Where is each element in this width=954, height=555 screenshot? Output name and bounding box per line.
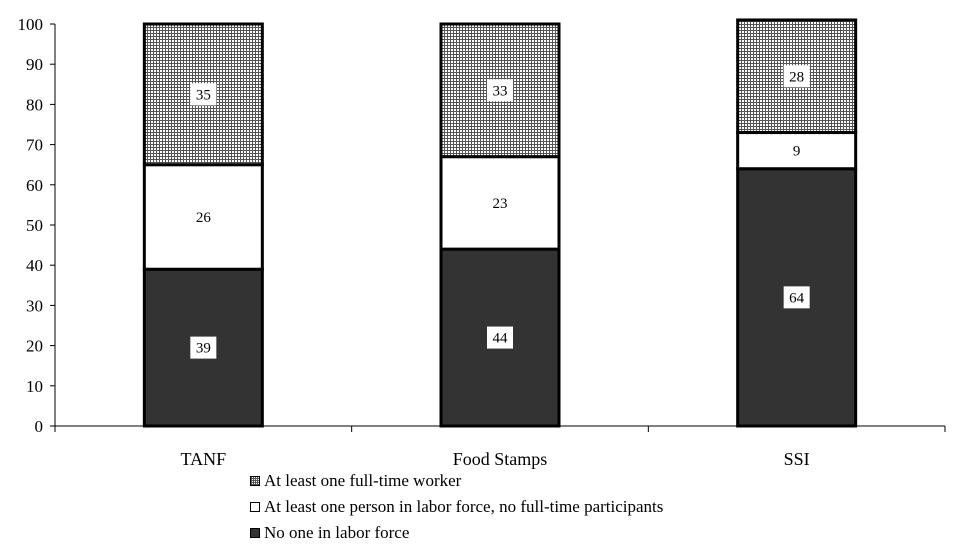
legend-swatch-dark (250, 528, 260, 538)
data-label-box (783, 65, 810, 88)
bar-segment (439, 22, 561, 159)
data-label: 9 (793, 144, 801, 160)
data-label: 64 (789, 290, 805, 306)
axes: 0 10 20 30 40 50 60 70 80 90 100 TANF Food Stamps SSI (18, 15, 946, 469)
x-tick-label: Food Stamps (453, 449, 548, 469)
data-label: 33 (493, 83, 508, 99)
y-tick-label: 20 (26, 337, 43, 356)
y-tick-label: 100 (18, 15, 44, 34)
data-label-box (783, 286, 810, 309)
legend-item-labor-force-no-full-time: At least one person in labor force, no f… (250, 494, 663, 520)
data-label: 44 (493, 331, 509, 347)
data-label-box (487, 191, 513, 214)
data-label-box (487, 326, 513, 349)
x-tick-label: SSI (784, 449, 810, 469)
data-labels: 39 26 35 44 23 33 64 9 28 (190, 65, 810, 359)
legend-swatch-white (250, 502, 260, 512)
legend-label: No one in labor force (264, 523, 410, 542)
data-label: 35 (196, 87, 211, 103)
data-label: 23 (493, 196, 508, 212)
legend-swatch-grid (250, 476, 260, 486)
y-tick-label: 30 (26, 296, 43, 315)
y-tick-label: 10 (26, 377, 43, 396)
y-tick-label: 90 (26, 55, 43, 74)
x-tick-label: TANF (181, 449, 227, 469)
data-label: 26 (196, 210, 212, 226)
legend-label: At least one person in labor force, no f… (264, 497, 664, 516)
data-label: 39 (196, 341, 211, 357)
data-label-box (788, 139, 806, 162)
legend-item-full-time-worker: At least one full-time worker (250, 468, 663, 494)
y-tick-label: 70 (26, 136, 43, 155)
y-tick-label: 50 (26, 216, 43, 235)
legend: At least one full-time worker At least o… (250, 468, 663, 546)
y-tick-label: 80 (26, 95, 43, 114)
data-label-box (190, 336, 217, 359)
data-label: 28 (789, 69, 804, 85)
legend-label: At least one full-time worker (264, 471, 462, 490)
data-label-box (190, 83, 217, 106)
legend-item-no-one-in-labor-force: No one in labor force (250, 520, 663, 546)
data-label-box (487, 79, 513, 102)
data-label-box (190, 205, 217, 228)
y-tick-label: 0 (35, 417, 44, 436)
y-tick-label: 60 (26, 176, 43, 195)
y-tick-label: 40 (26, 256, 43, 275)
